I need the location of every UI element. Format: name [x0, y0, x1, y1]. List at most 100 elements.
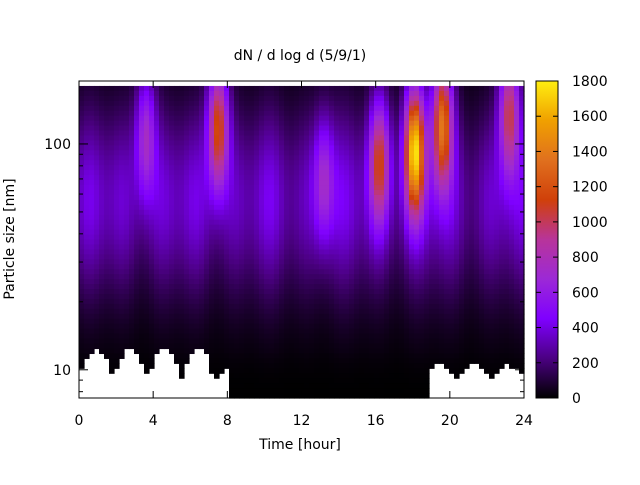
heatmap-cell	[454, 279, 460, 285]
heatmap-cell	[354, 199, 360, 206]
heatmap-cell	[334, 279, 340, 285]
heatmap-cell	[384, 219, 390, 226]
heatmap-cell	[419, 204, 425, 211]
heatmap-cell	[289, 105, 295, 112]
heatmap-cell	[324, 368, 330, 374]
heatmap-cell	[319, 254, 325, 260]
heatmap-cell	[304, 328, 310, 335]
heatmap-cell	[364, 293, 370, 300]
heatmap-cell	[259, 219, 265, 226]
heatmap-cell	[434, 289, 440, 295]
heatmap-cell	[469, 259, 475, 265]
heatmap-cell	[479, 249, 485, 255]
heatmap-cell	[409, 234, 415, 241]
heatmap-cell	[434, 333, 440, 340]
heatmap-cell	[154, 209, 160, 216]
heatmap-cell	[444, 269, 450, 275]
heatmap-cell	[494, 199, 500, 206]
heatmap-cell	[369, 318, 375, 325]
heatmap-cell	[494, 209, 500, 216]
heatmap-cell	[109, 150, 115, 156]
heatmap-cell	[494, 264, 500, 270]
heatmap-cell	[79, 323, 85, 330]
heatmap-cell	[389, 313, 395, 320]
heatmap-cell	[244, 189, 250, 196]
heatmap-cell	[224, 254, 230, 260]
heatmap-cell	[424, 224, 430, 231]
heatmap-cell	[134, 90, 140, 97]
heatmap-cell	[329, 244, 335, 250]
heatmap-cell	[384, 279, 390, 285]
heatmap-cell	[369, 189, 375, 196]
heatmap-cell	[449, 308, 455, 315]
heatmap-cell	[419, 234, 425, 241]
heatmap-cell	[104, 298, 110, 305]
heatmap-cell	[324, 279, 330, 285]
heatmap-cell	[184, 175, 190, 181]
heatmap-cell	[279, 85, 285, 92]
heatmap-cell	[354, 234, 360, 241]
heatmap-cell	[459, 170, 465, 176]
heatmap-cell	[274, 170, 280, 176]
heatmap-cell	[419, 229, 425, 236]
heatmap-cell	[89, 194, 95, 201]
heatmap-cell	[474, 239, 480, 246]
heatmap-cell	[159, 234, 165, 241]
heatmap-cell	[449, 95, 455, 102]
heatmap-cell	[474, 194, 480, 201]
heatmap-cell	[349, 343, 355, 350]
heatmap-cell	[239, 254, 245, 260]
heatmap-cell	[304, 298, 310, 305]
heatmap-cell	[474, 343, 480, 350]
heatmap-cell	[109, 120, 115, 127]
heatmap-cell	[214, 85, 220, 92]
heatmap-cell	[194, 135, 200, 142]
heatmap-cell	[204, 115, 210, 122]
heatmap-cell	[319, 175, 325, 181]
heatmap-cell	[349, 234, 355, 241]
heatmap-cell	[179, 269, 185, 275]
heatmap-cell	[304, 378, 310, 384]
heatmap-cell	[279, 150, 285, 156]
heatmap-cell	[339, 368, 345, 374]
heatmap-cell	[464, 105, 470, 112]
heatmap-cell	[274, 105, 280, 112]
heatmap-cell	[224, 125, 230, 132]
heatmap-cell	[484, 318, 490, 325]
heatmap-cell	[119, 234, 125, 241]
heatmap-cell	[239, 155, 245, 161]
heatmap-cell	[89, 95, 95, 102]
heatmap-cell	[139, 145, 145, 151]
heatmap-cell	[109, 343, 115, 350]
heatmap-cell	[414, 254, 420, 260]
heatmap-cell	[489, 209, 495, 216]
heatmap-cell	[239, 279, 245, 285]
heatmap-cell	[254, 249, 260, 255]
heatmap-cell	[399, 204, 405, 211]
heatmap-cell	[199, 303, 205, 310]
heatmap-cell	[299, 318, 305, 325]
heatmap-cell	[429, 110, 435, 117]
heatmap-cell	[469, 264, 475, 270]
heatmap-cell	[414, 160, 420, 166]
heatmap-cell	[434, 150, 440, 156]
heatmap-cell	[344, 383, 350, 389]
heatmap-cell	[414, 284, 420, 290]
heatmap-cell	[389, 140, 395, 146]
heatmap-cell	[174, 298, 180, 305]
heatmap-cell	[214, 115, 220, 122]
heatmap-cell	[94, 254, 100, 260]
heatmap-cell	[139, 189, 145, 196]
heatmap-cell	[309, 185, 315, 191]
heatmap-cell	[489, 353, 495, 359]
heatmap-cell	[414, 199, 420, 206]
heatmap-cell	[414, 115, 420, 122]
heatmap-cell	[289, 293, 295, 300]
heatmap-cell	[424, 175, 430, 181]
heatmap-cell	[369, 259, 375, 265]
heatmap-cell	[84, 160, 90, 166]
heatmap-cell	[134, 130, 140, 137]
heatmap-cell	[274, 378, 280, 384]
heatmap-cell	[289, 85, 295, 92]
heatmap-cell	[134, 185, 140, 191]
